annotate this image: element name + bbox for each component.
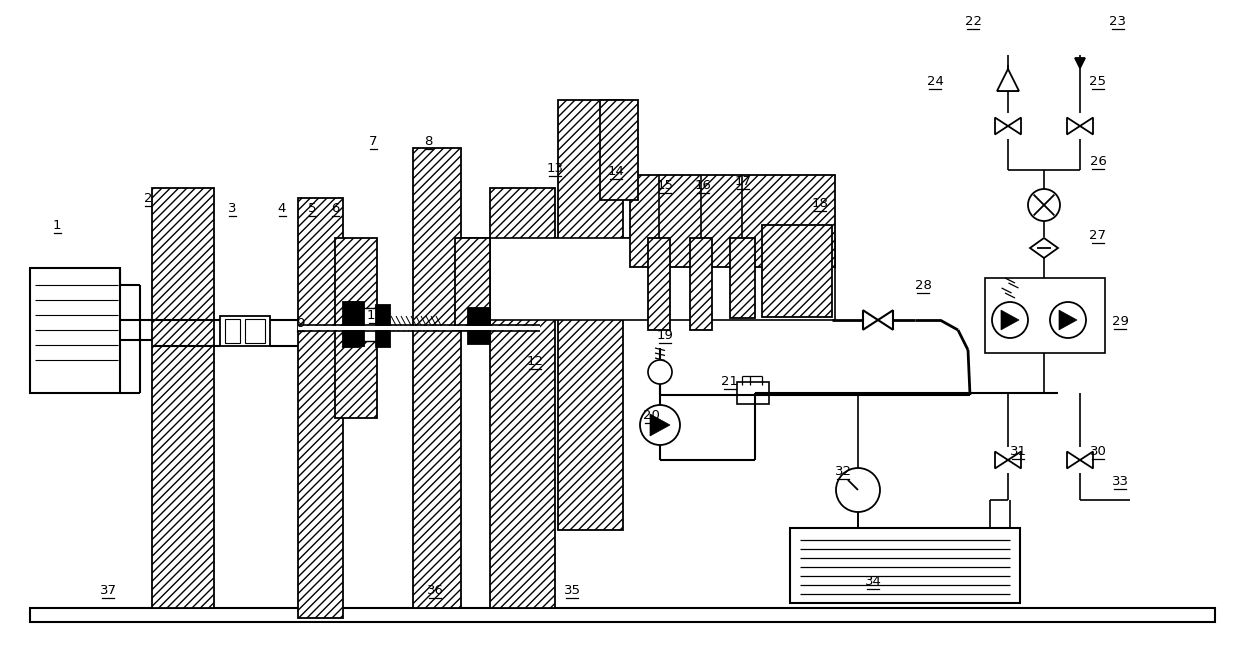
Text: 37: 37 [99, 584, 117, 597]
Circle shape [992, 302, 1028, 338]
Text: 1: 1 [53, 219, 61, 232]
Bar [737, 382, 769, 404]
Bar [413, 148, 461, 608]
Bar [224, 319, 241, 343]
Text: 26: 26 [1090, 155, 1106, 168]
Polygon shape [1030, 238, 1058, 258]
Polygon shape [997, 69, 1019, 91]
Polygon shape [1059, 310, 1078, 330]
Text: 28: 28 [915, 279, 931, 292]
Text: 27: 27 [1090, 229, 1106, 242]
Text: 36: 36 [427, 584, 444, 597]
Bar [649, 238, 670, 330]
Bar [360, 308, 377, 341]
Text: 5: 5 [308, 202, 316, 215]
Bar [335, 238, 377, 418]
Bar [153, 188, 215, 608]
Text: 19: 19 [656, 329, 673, 342]
Text: 18: 18 [811, 197, 828, 210]
Polygon shape [994, 452, 1021, 469]
Text: 22: 22 [965, 15, 982, 28]
Text: 3: 3 [228, 202, 237, 215]
Bar [343, 302, 360, 347]
Circle shape [836, 468, 880, 512]
Bar [455, 238, 490, 330]
Bar [348, 302, 365, 346]
Bar [985, 278, 1105, 353]
Bar [730, 238, 755, 318]
Polygon shape [1066, 117, 1092, 134]
Text: 29: 29 [1111, 315, 1128, 328]
Polygon shape [863, 310, 893, 330]
Bar [246, 319, 265, 343]
Text: 9: 9 [296, 317, 304, 330]
Text: 16: 16 [694, 179, 712, 192]
Circle shape [640, 405, 680, 445]
Bar [689, 238, 712, 330]
Text: 17: 17 [734, 175, 751, 188]
Text: 13: 13 [547, 162, 563, 175]
Text: 35: 35 [563, 584, 580, 597]
Text: 30: 30 [1090, 445, 1106, 458]
Text: 4: 4 [278, 202, 286, 215]
Bar [461, 238, 831, 258]
Bar [630, 175, 835, 267]
Bar [600, 100, 639, 200]
Bar [30, 268, 120, 393]
Bar [490, 188, 556, 608]
Text: 2: 2 [144, 192, 153, 205]
Text: 14: 14 [608, 165, 625, 178]
Bar [790, 528, 1021, 603]
Bar [558, 100, 622, 530]
Bar [298, 198, 343, 618]
Circle shape [1050, 302, 1086, 338]
Text: 6: 6 [331, 202, 340, 215]
Bar [30, 608, 1215, 622]
Bar [219, 316, 270, 346]
Circle shape [649, 360, 672, 384]
Text: 34: 34 [864, 575, 882, 588]
Text: 21: 21 [722, 375, 739, 388]
Polygon shape [994, 117, 1021, 134]
Text: 32: 32 [835, 465, 852, 478]
Bar [490, 238, 835, 320]
Text: 15: 15 [656, 179, 673, 192]
Text: 31: 31 [1009, 445, 1027, 458]
Text: 20: 20 [642, 409, 660, 422]
Bar [467, 308, 490, 344]
Text: 7: 7 [368, 135, 377, 148]
Polygon shape [1075, 58, 1085, 68]
Text: 33: 33 [1111, 475, 1128, 488]
Bar [376, 305, 391, 347]
Circle shape [1028, 189, 1060, 221]
Text: 25: 25 [1090, 75, 1106, 88]
Text: 24: 24 [926, 75, 944, 88]
Text: 23: 23 [1110, 15, 1126, 28]
Text: 11: 11 [367, 309, 383, 322]
Text: 10: 10 [340, 332, 356, 345]
Polygon shape [1001, 310, 1019, 330]
Polygon shape [650, 414, 670, 436]
Bar [763, 225, 832, 317]
Text: 12: 12 [527, 355, 543, 368]
Polygon shape [1066, 452, 1092, 469]
Text: 8: 8 [424, 135, 433, 148]
